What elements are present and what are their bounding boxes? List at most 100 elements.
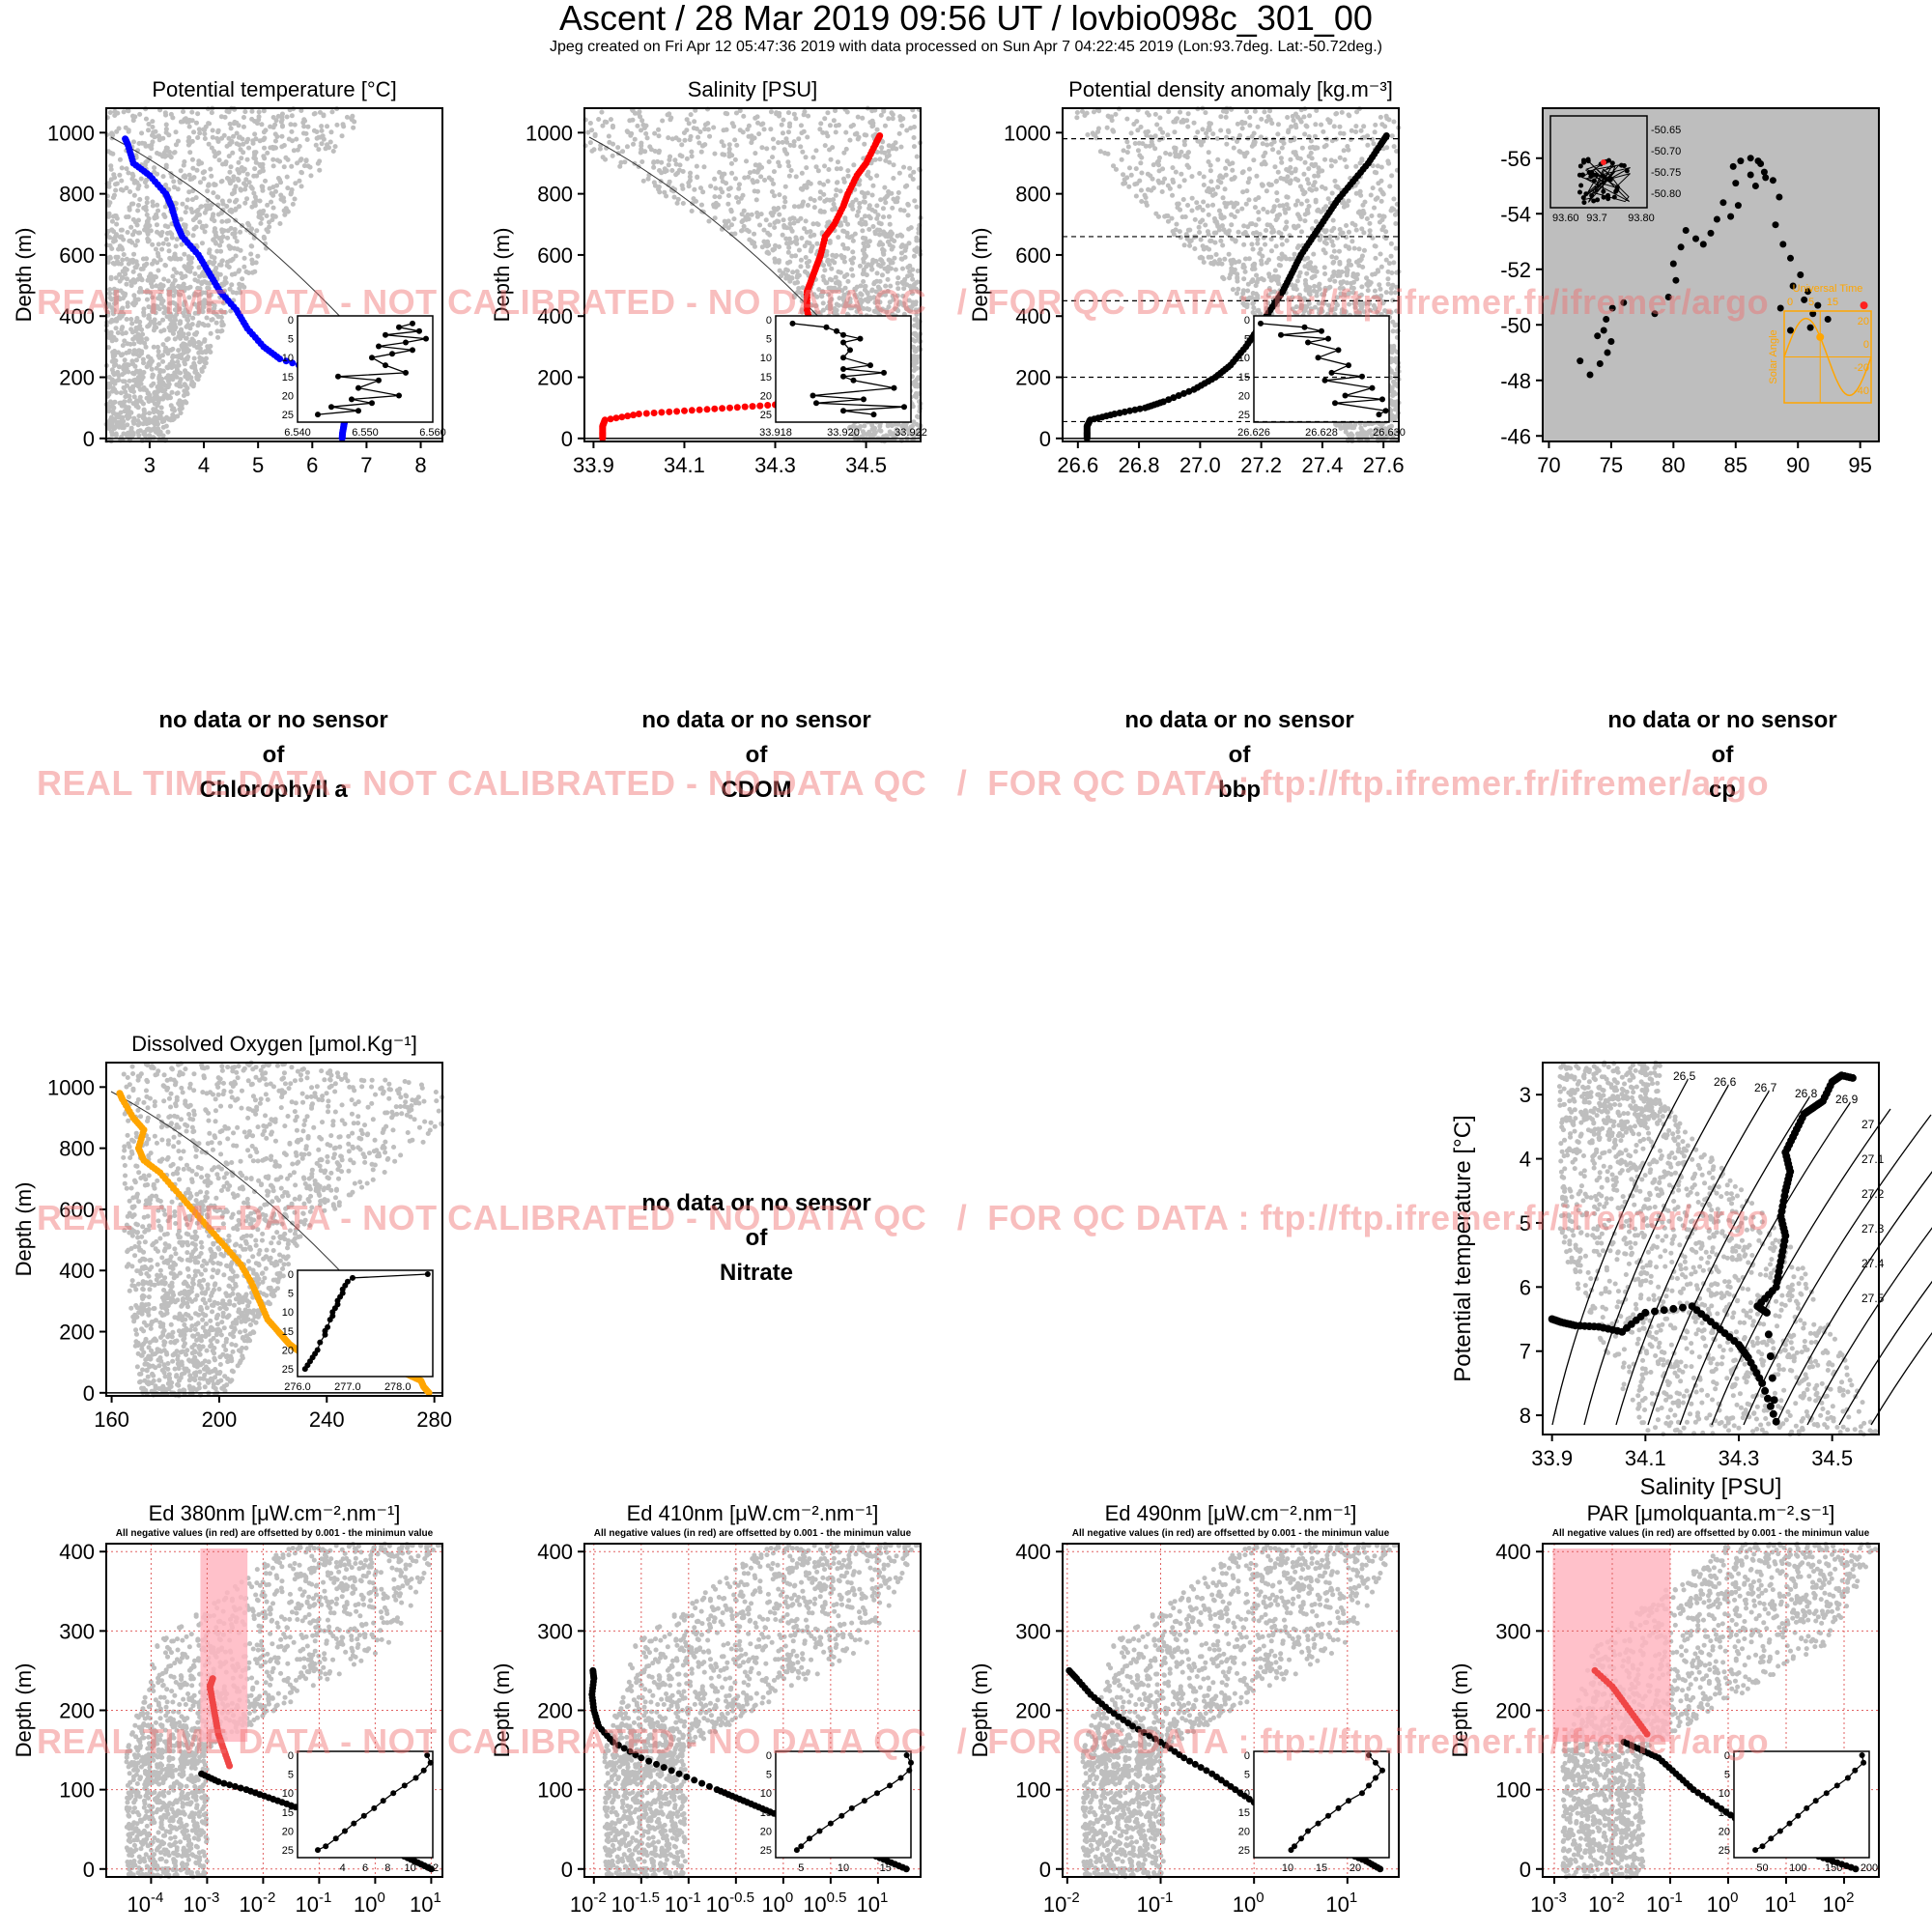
x-tick-label: 34.3	[754, 453, 796, 477]
inset-point	[323, 1843, 329, 1850]
float-position	[1719, 199, 1727, 207]
profile-point	[698, 1779, 706, 1787]
chart-subtitle: All negative values (in red) are offsett…	[1072, 1528, 1390, 1539]
x-tick-label: 10-1	[665, 1889, 701, 1917]
inset-y-tick-label: 10	[282, 1307, 294, 1319]
inset-point	[369, 355, 375, 361]
x-tick-label: 101	[1325, 1889, 1357, 1917]
x-tick-label: 34.1	[1625, 1446, 1666, 1470]
no-sensor-line1: no data or no sensor	[158, 707, 388, 733]
float-position	[1604, 349, 1611, 356]
inset-point	[840, 408, 846, 414]
y-tick-label: 3	[1520, 1083, 1531, 1107]
inset-point	[1861, 1759, 1867, 1766]
y-tick-label: 100	[1015, 1778, 1051, 1803]
inset-y-tick-label: 25	[760, 410, 772, 421]
inset-line	[1260, 323, 1388, 415]
no-sensor-line2: of	[1228, 742, 1251, 768]
ts-point	[1679, 1303, 1687, 1312]
inset-point	[1325, 1812, 1331, 1819]
ts-point	[1770, 1396, 1778, 1405]
inset-point	[1379, 396, 1385, 403]
ts-point	[1761, 1386, 1770, 1395]
climatology-point	[602, 1541, 923, 1880]
isopycnal-label: 27.2	[1861, 1187, 1885, 1201]
inset-point	[816, 1828, 823, 1834]
inset-point	[1278, 331, 1284, 338]
profile-point	[601, 416, 609, 424]
x-tick-label: 95	[1848, 453, 1871, 477]
inset-y-tick-label: 5	[288, 1770, 294, 1781]
inset-y-tick-label: 20	[1719, 1826, 1730, 1837]
y-tick-label: 200	[59, 366, 95, 390]
inset-x-tick-label: 26.626	[1237, 427, 1270, 439]
inset-x-tick-label: 6.540	[284, 427, 311, 439]
inset-point	[1346, 1798, 1351, 1804]
y-tick-label: -50	[1500, 313, 1531, 337]
inset-x-tick-label: 150	[1825, 1862, 1842, 1874]
climatology-point	[121, 1060, 445, 1399]
profile-point	[691, 1776, 698, 1784]
inset-point	[823, 324, 830, 330]
inset-x-tick-label: 278.0	[384, 1381, 412, 1393]
inset-point	[1359, 373, 1365, 380]
float-position	[1787, 327, 1794, 334]
inset-point	[1812, 1798, 1819, 1804]
x-tick-label: 200	[202, 1407, 238, 1432]
y-tick-label: 200	[1015, 366, 1051, 390]
float-position	[1727, 213, 1735, 220]
y-tick-label: 600	[1015, 243, 1051, 268]
y-tick-label: 200	[1495, 1699, 1531, 1723]
inset-y-tick-label: 20	[760, 390, 772, 402]
inset-x-tick-label: 10	[405, 1862, 416, 1874]
inset-point	[327, 1317, 333, 1323]
inset-point	[847, 347, 853, 354]
x-tick-label: 100	[1707, 1889, 1739, 1917]
inset-y-tick-label: 15	[282, 1326, 294, 1338]
float-position	[1596, 360, 1604, 367]
float-position	[1729, 162, 1737, 170]
zoom-y-tick-label: -50.80	[1651, 188, 1681, 200]
y-tick-label: 400	[537, 304, 573, 328]
x-tick-label: 100	[761, 1889, 793, 1917]
inset-point	[1325, 335, 1331, 342]
y-tick-label: 800	[59, 183, 95, 207]
y-tick-label: 200	[59, 1321, 95, 1345]
zoom-position	[1614, 185, 1620, 190]
float-position	[1692, 235, 1699, 242]
float-position	[1600, 327, 1607, 334]
inset-x-tick-label: 33.918	[759, 427, 792, 439]
profile-point	[242, 1786, 250, 1794]
plot-frame	[1062, 107, 1400, 442]
inset-x-tick-label: 26.630	[1373, 427, 1406, 439]
float-position	[1776, 304, 1784, 312]
isopycnal-label: 27.1	[1861, 1152, 1885, 1166]
inset-point	[840, 366, 846, 372]
isopycnal-line	[1615, 1091, 1770, 1426]
no-sensor-chlorophyll: no data or no sensor of Chlorophyll a	[71, 703, 476, 808]
y-axis-label: Depth (m)	[1448, 1663, 1472, 1758]
ts-point	[1758, 1378, 1767, 1387]
isopycnal-line	[1647, 1096, 1810, 1426]
y-tick-label: 400	[537, 1540, 573, 1564]
inset-point	[350, 1274, 355, 1281]
inset-point	[1319, 327, 1324, 334]
inset-point	[798, 1843, 805, 1850]
inset-point	[840, 373, 846, 380]
zoom-position	[1624, 168, 1630, 174]
inset-point	[424, 1752, 431, 1758]
inset-y-tick-label: 0	[288, 1750, 294, 1762]
inset-point	[355, 408, 361, 414]
inset-point	[1305, 339, 1311, 346]
x-tick-label: 27.4	[1301, 453, 1343, 477]
ts-point	[1772, 1417, 1780, 1426]
inset-point	[1342, 392, 1349, 399]
profile-point	[226, 1781, 234, 1789]
time-inset-title: Universal Time	[1793, 283, 1863, 295]
chart-title: Potential density anomaly [kg.m⁻³]	[1068, 77, 1393, 101]
inset-x-tick-label: 15	[880, 1862, 892, 1874]
chart-title: Potential temperature [°C]	[152, 77, 396, 101]
isopycnal-line	[1838, 1280, 1932, 1426]
y-tick-label: 200	[59, 1699, 95, 1723]
inset-frame	[297, 1269, 434, 1378]
